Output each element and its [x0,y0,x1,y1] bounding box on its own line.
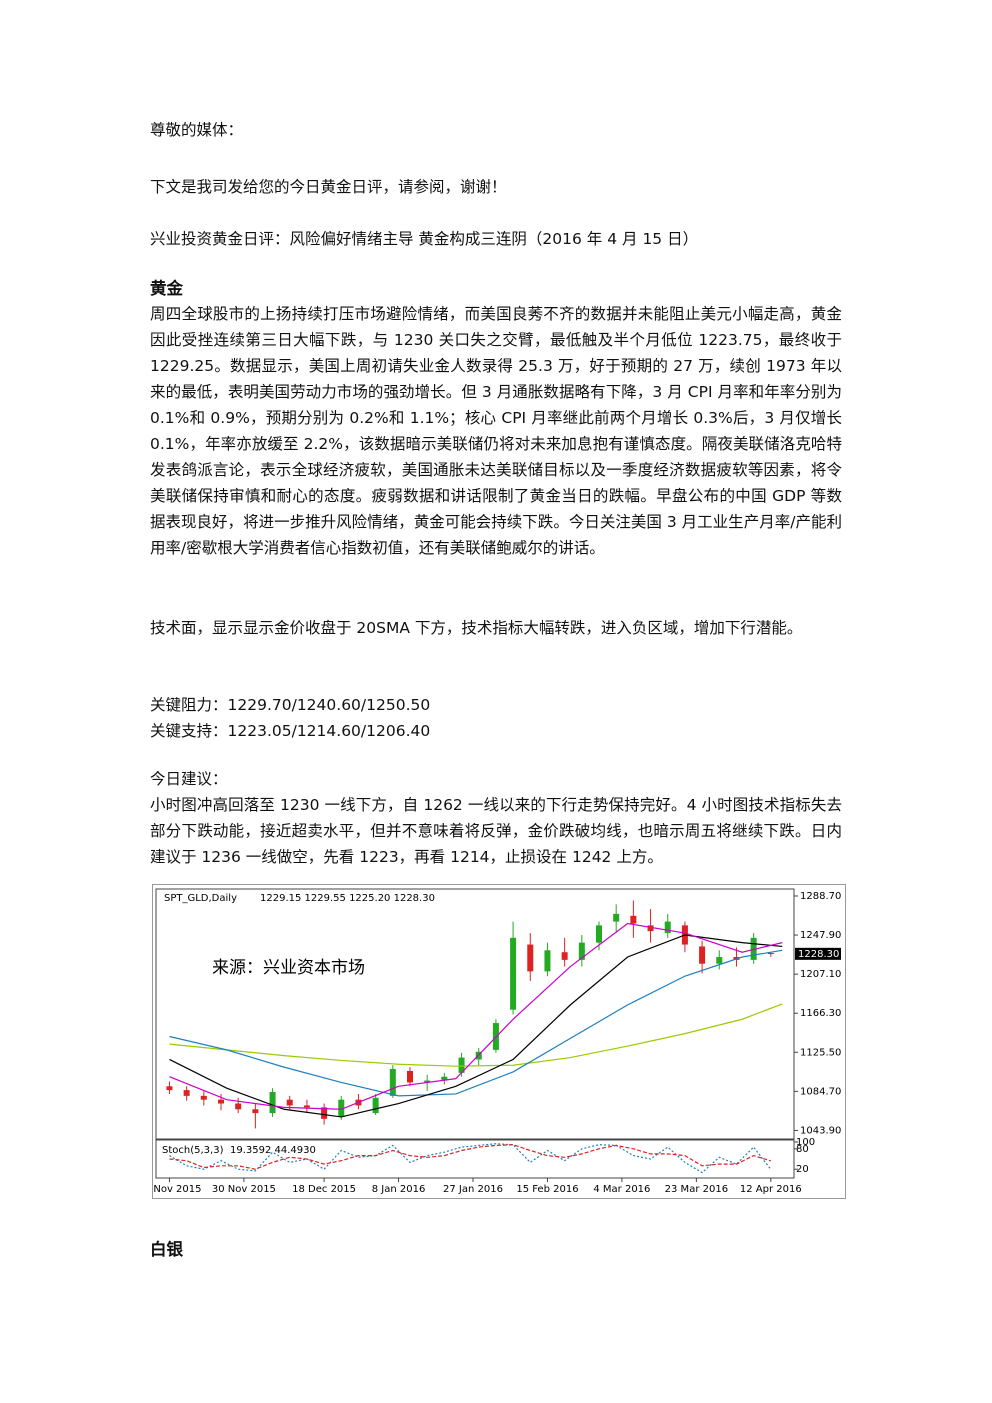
resistance: 关键阻力：1229.70/1240.60/1250.50 [150,696,431,714]
candle-body [389,1069,396,1096]
candle-body [544,950,551,972]
section-heading: 黄金 [150,279,183,298]
watermark: 来源：兴业资本市场 [212,958,365,978]
candle-body [269,1092,276,1114]
stoch-tick-label: 20 [796,1164,809,1175]
candle-body [647,925,654,932]
section-heading: 白银 [150,1240,183,1259]
y-tick-label: 1043.90 [800,1125,841,1136]
candle-body [441,1076,448,1081]
x-tick-label: 23 Mar 2016 [665,1184,728,1195]
candle-body [338,1099,345,1117]
x-tick-label: 30 Nov 2015 [212,1184,276,1195]
stoch-values: 19.3592 44.4930 [230,1145,316,1156]
stoch-tick-label: 100 [796,1137,815,1148]
candle-body [200,1095,207,1100]
y-tick-label: 1207.10 [800,969,841,980]
paragraph: 技术面，显示显示金价收盘于 20SMA 下方，技术指标大幅转跌，进入负区域，增加… [150,619,803,637]
stoch-panel [155,1139,795,1179]
stoch-title: Stoch(5,3,3) [162,1145,224,1156]
candle-body [664,921,671,934]
chart: SPT_GLD,Daily 1229.15 1229.55 1225.20 12… [152,884,846,1199]
candle-body [372,1097,379,1114]
candle-body [303,1105,310,1108]
y-tick-label: 1288.70 [800,891,841,902]
main-panel [155,888,795,1140]
stoch-signal [169,1144,771,1170]
last-price-box [795,947,841,960]
candle-body [321,1107,328,1119]
candle-body [596,925,602,943]
chart-header-values: 1229.15 1229.55 1225.20 1228.30 [260,893,435,904]
candle-body [699,946,706,964]
y-tick-label: 1166.30 [800,1008,841,1019]
candle-body [716,956,723,964]
x-tick-label: 18 Dec 2015 [292,1184,356,1195]
moving-average [169,1003,783,1067]
x-tick-label: 15 Feb 2016 [516,1184,578,1195]
y-tick-label: 1084.70 [800,1086,841,1097]
moving-average [169,922,783,1110]
chart-header: SPT_GLD,Daily [164,893,237,904]
candle-body [578,942,585,960]
x-tick-label: 27 Jan 2016 [443,1184,503,1195]
headline: 兴业投资黄金日评：风险偏好情绪主导 黄金构成三连阴（2016 年 4 月 15 … [150,230,699,248]
intro: 下文是我司发给您的今日黄金日评，请参阅，谢谢！ [150,178,507,196]
stoch-tick-label: 80 [796,1144,809,1155]
x-tick-label: 11 Nov 2015 [152,1184,201,1195]
candle-body [767,953,774,955]
candle-body [630,915,637,924]
moving-average [169,949,783,1097]
candle-body [458,1057,465,1073]
candle-body [286,1099,293,1106]
candle-body [166,1086,173,1091]
candle-body [218,1099,224,1104]
paragraph: 周四全球股市的上扬持续打压市场避险情绪，而美国良莠不齐的数据并未能阻止美元小幅走… [150,305,842,557]
candle-body [527,944,534,972]
candle-body [183,1090,190,1096]
candle-body [407,1070,413,1083]
y-tick-label: 1247.90 [800,930,841,941]
candle-body [235,1103,242,1110]
x-tick-label: 8 Jan 2016 [372,1184,426,1195]
greeting: 尊敬的媒体： [150,121,244,139]
candle-body [613,913,620,922]
support: 关键支持：1223.05/1214.60/1206.40 [150,722,431,740]
x-tick-label: 12 Apr 2016 [740,1184,802,1195]
paragraph: 小时图冲高回落至 1230 一线下方，自 1262 一线以来的下行走势保持完好。… [150,796,842,866]
last-price-label: 1228.30 [798,949,839,960]
candle-body [510,937,517,1010]
candle-body [424,1080,431,1083]
candle-body [561,952,568,960]
y-tick-label: 1125.50 [800,1047,841,1058]
candle-body [252,1109,259,1114]
x-tick-label: 4 Mar 2016 [593,1184,650,1195]
chart-frame [152,884,846,1199]
advice-title: 今日建议： [150,770,228,788]
